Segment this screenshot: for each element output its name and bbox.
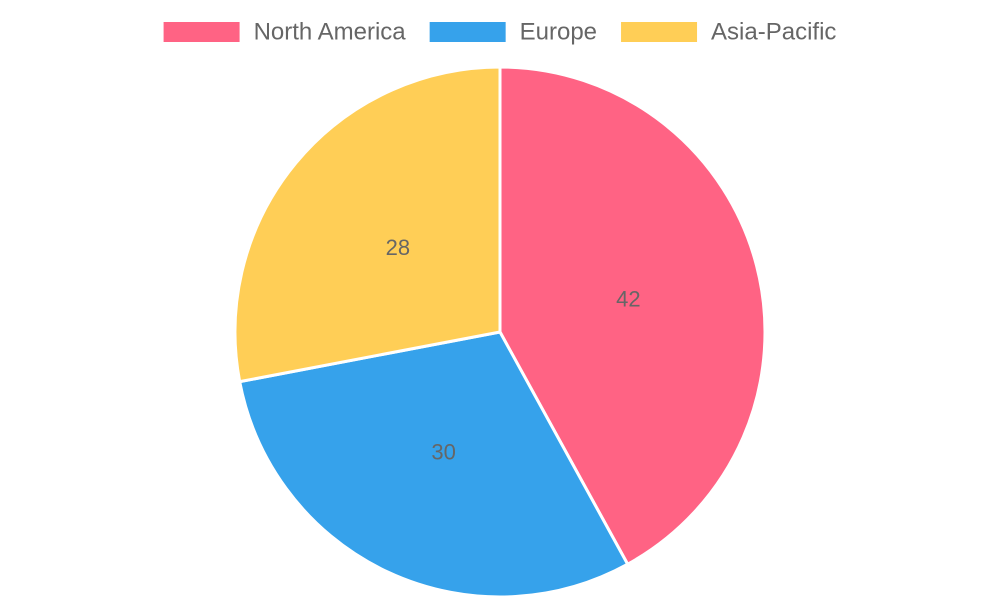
pie-slice-asia-pacific[interactable] (233, 65, 502, 384)
legend-swatch (163, 22, 240, 42)
slice-value-label-asia-pacific: 28 (386, 235, 410, 260)
legend-item-asia-pacific[interactable]: Asia-Pacific (621, 19, 836, 46)
legend-label: Europe (520, 19, 597, 46)
legend-label: Asia-Pacific (711, 19, 836, 46)
legend-swatch (429, 22, 506, 42)
chart-legend: North America Europe Asia-Pacific (163, 19, 836, 46)
pie-value-labels: 42 30 28 (386, 235, 641, 464)
slice-value-label-europe: 30 (431, 439, 455, 464)
slice-value-label-north-america: 42 (616, 287, 640, 312)
legend-swatch (621, 22, 698, 42)
pie-slice-north-america[interactable] (498, 65, 767, 566)
pie-slice-europe[interactable] (238, 330, 630, 599)
legend-item-europe[interactable]: Europe (429, 19, 597, 46)
legend-item-north-america[interactable]: North America (163, 19, 407, 46)
pie-slices (233, 65, 767, 599)
legend-label: North America (254, 19, 407, 46)
